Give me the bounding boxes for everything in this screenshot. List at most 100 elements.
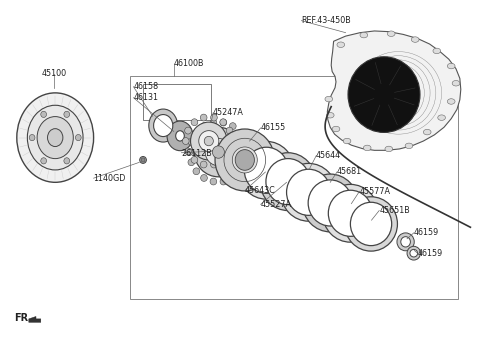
Ellipse shape [401,237,410,247]
Text: 45681: 45681 [337,168,362,176]
Ellipse shape [220,119,227,126]
Ellipse shape [287,169,331,215]
Ellipse shape [239,141,294,199]
Ellipse shape [141,158,145,162]
Text: 46100B: 46100B [174,59,204,68]
Ellipse shape [27,105,83,170]
Ellipse shape [433,48,441,54]
Ellipse shape [244,147,288,193]
Ellipse shape [75,135,81,141]
Ellipse shape [343,138,351,144]
Ellipse shape [201,123,207,130]
Ellipse shape [407,246,420,260]
Ellipse shape [235,150,254,170]
Ellipse shape [188,159,195,166]
Ellipse shape [193,168,200,175]
Ellipse shape [191,157,198,163]
Ellipse shape [17,93,94,182]
Ellipse shape [405,143,413,149]
Ellipse shape [140,157,146,163]
Text: 1140GD: 1140GD [94,174,126,183]
Ellipse shape [229,174,236,181]
Ellipse shape [182,138,189,144]
Ellipse shape [200,114,207,121]
Text: 45247A: 45247A [213,108,243,117]
Polygon shape [327,31,461,150]
Ellipse shape [326,112,334,118]
Ellipse shape [220,178,227,185]
Ellipse shape [308,180,352,226]
Text: 46131: 46131 [133,93,158,102]
Text: 46158: 46158 [133,82,158,91]
Ellipse shape [205,138,231,166]
Ellipse shape [228,138,235,144]
Ellipse shape [237,168,244,175]
Ellipse shape [385,146,393,152]
Text: 46155: 46155 [261,123,286,132]
Ellipse shape [210,119,217,126]
Ellipse shape [350,202,392,246]
Text: FR.: FR. [14,313,32,323]
Ellipse shape [41,111,47,117]
Ellipse shape [348,57,420,132]
Ellipse shape [242,138,249,145]
Ellipse shape [337,42,345,47]
Ellipse shape [185,148,192,155]
Ellipse shape [452,80,460,86]
Ellipse shape [266,159,310,205]
Ellipse shape [423,129,431,135]
Ellipse shape [211,114,217,121]
Ellipse shape [244,149,251,155]
Text: REF.43-450B: REF.43-450B [301,16,351,25]
Ellipse shape [447,63,455,69]
Ellipse shape [235,150,254,170]
Ellipse shape [191,119,198,126]
Text: 45100: 45100 [41,69,66,78]
Ellipse shape [232,147,257,173]
Ellipse shape [323,184,378,242]
Ellipse shape [193,129,200,136]
Text: 46159: 46159 [414,228,439,237]
Ellipse shape [237,129,244,136]
Ellipse shape [188,138,195,145]
Ellipse shape [210,178,217,185]
Ellipse shape [48,129,63,147]
Text: 45577A: 45577A [360,187,391,196]
Ellipse shape [199,131,219,151]
Ellipse shape [438,115,445,120]
Text: 45643C: 45643C [245,186,276,195]
Ellipse shape [242,159,249,166]
Ellipse shape [411,37,419,42]
Ellipse shape [149,109,178,142]
Text: 45651B: 45651B [379,206,410,215]
Ellipse shape [185,127,192,134]
Ellipse shape [328,190,372,236]
Ellipse shape [226,127,233,134]
Ellipse shape [447,99,455,104]
Ellipse shape [41,158,47,164]
Ellipse shape [176,131,184,141]
Ellipse shape [29,135,35,141]
Text: 45527A: 45527A [261,200,292,209]
Ellipse shape [204,136,213,146]
Ellipse shape [154,115,173,137]
Ellipse shape [360,32,368,38]
Ellipse shape [167,121,193,151]
Ellipse shape [212,146,225,158]
Ellipse shape [194,127,242,177]
Ellipse shape [220,119,227,126]
Ellipse shape [37,117,73,159]
Ellipse shape [229,123,236,130]
Ellipse shape [211,161,217,168]
Text: 46159: 46159 [418,249,443,258]
Ellipse shape [215,129,275,191]
Ellipse shape [332,126,340,132]
Ellipse shape [363,145,371,151]
Ellipse shape [200,161,207,168]
Text: 45644: 45644 [316,151,341,160]
Ellipse shape [64,111,70,117]
Ellipse shape [260,153,316,211]
Ellipse shape [64,158,70,164]
Ellipse shape [325,96,333,102]
Ellipse shape [201,174,207,181]
